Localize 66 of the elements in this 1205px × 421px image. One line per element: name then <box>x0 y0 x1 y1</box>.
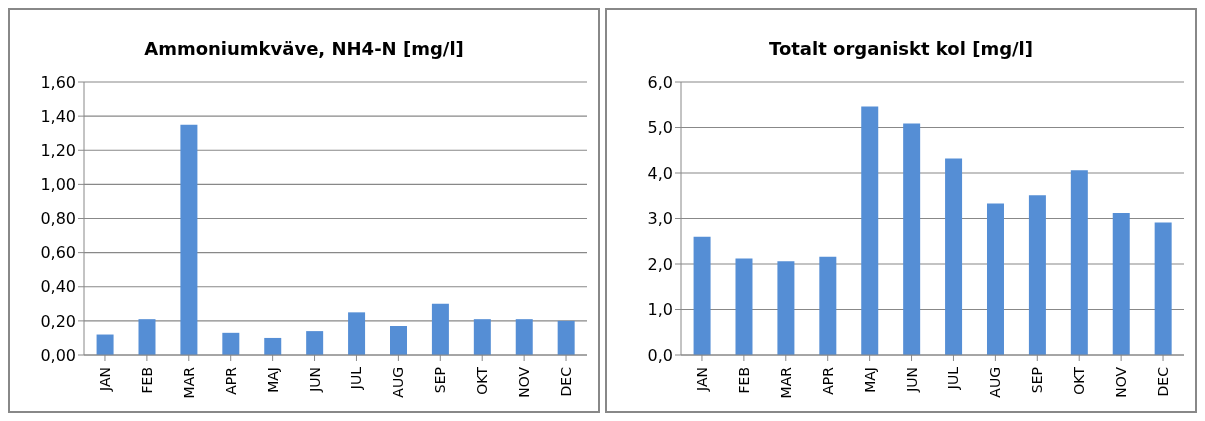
bar <box>1028 195 1046 355</box>
bar <box>515 319 533 355</box>
y-tick-label: 1,60 <box>40 72 76 92</box>
x-tick-label: JUN <box>903 367 920 393</box>
bar <box>1112 213 1130 355</box>
x-tick-label: NOV <box>516 366 533 398</box>
bar <box>1154 222 1172 355</box>
x-tick-label: APR <box>222 366 239 395</box>
bar <box>1070 170 1088 355</box>
y-tick-label: 1,0 <box>647 300 673 320</box>
bar <box>777 261 795 355</box>
bar <box>557 320 575 355</box>
y-tick-label: 0,40 <box>40 277 76 297</box>
y-tick-label: 1,40 <box>40 106 76 126</box>
y-tick-label: 0,20 <box>40 311 76 331</box>
y-tick-label: 0,0 <box>647 345 673 365</box>
x-tick-label: MAJ <box>861 367 878 393</box>
y-tick-label: 1,20 <box>40 140 76 160</box>
x-tick-label: MAJ <box>264 367 281 393</box>
y-tick-label: 0,80 <box>40 209 76 229</box>
bar <box>903 123 921 355</box>
x-tick-label: JUL <box>348 366 365 391</box>
bar <box>693 236 711 355</box>
y-tick-label: 0,00 <box>40 345 76 365</box>
y-tick-label: 3,0 <box>647 209 673 229</box>
x-tick-label: DEC <box>1155 366 1172 397</box>
y-tick-label: 4,0 <box>647 163 673 183</box>
x-tick-label: OKT <box>1071 366 1088 395</box>
chart-title: Totalt organiskt kol [mg/l] <box>768 38 1034 59</box>
x-tick-label: JUN <box>306 367 323 393</box>
bar <box>819 256 837 355</box>
bar <box>348 312 366 355</box>
y-tick-label: 5,0 <box>647 118 673 138</box>
x-tick-label: AUG <box>390 367 407 398</box>
x-tick-label: JUL <box>945 366 962 391</box>
chart-title: Ammoniumkväve, NH4-N [mg/l] <box>143 38 465 59</box>
bar <box>986 203 1004 355</box>
x-tick-label: MAR <box>777 366 794 399</box>
x-tick-label: FEB <box>138 367 155 394</box>
y-tick-label: 1,00 <box>40 175 76 195</box>
x-tick-label: AUG <box>987 367 1004 398</box>
x-tick-label: DEC <box>558 366 575 397</box>
bar <box>861 106 879 355</box>
x-tick-label: SEP <box>432 367 449 394</box>
x-tick-label: JAN <box>96 367 113 392</box>
y-tick-label: 0,60 <box>40 243 76 263</box>
x-tick-label: JAN <box>693 367 710 392</box>
x-tick-label: APR <box>819 366 836 395</box>
bar <box>306 331 324 355</box>
bar <box>96 334 114 355</box>
bar <box>389 325 407 355</box>
y-tick-label: 6,0 <box>647 72 673 92</box>
x-tick-label: MAR <box>180 366 197 399</box>
bar <box>735 258 753 355</box>
y-tick-label: 2,0 <box>647 254 673 274</box>
x-tick-label: OKT <box>474 366 491 395</box>
bar <box>138 319 156 355</box>
x-tick-label: FEB <box>735 367 752 394</box>
x-tick-label: NOV <box>1113 366 1130 398</box>
bar <box>473 319 491 355</box>
bar <box>264 337 282 355</box>
bar <box>431 303 449 355</box>
bar <box>222 332 240 355</box>
x-tick-label: SEP <box>1029 367 1046 394</box>
bar <box>180 124 198 355</box>
bar <box>945 158 963 355</box>
